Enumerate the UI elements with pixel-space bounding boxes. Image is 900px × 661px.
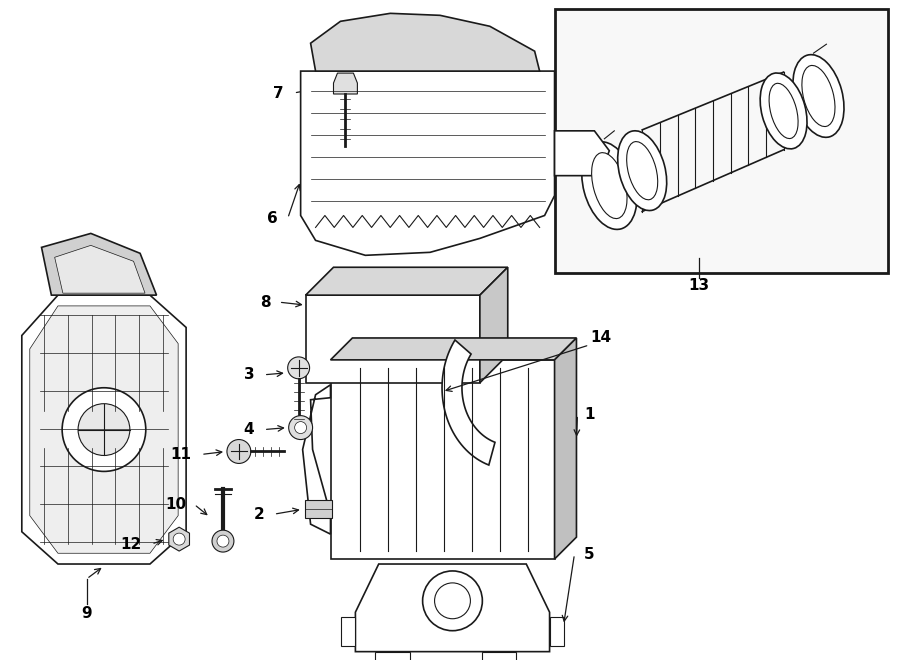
Bar <box>330 360 554 559</box>
Polygon shape <box>480 267 508 383</box>
Ellipse shape <box>802 65 835 126</box>
Ellipse shape <box>760 73 807 149</box>
Polygon shape <box>356 564 550 652</box>
Circle shape <box>62 388 146 471</box>
Bar <box>304 500 332 518</box>
Text: 1: 1 <box>584 407 595 422</box>
Polygon shape <box>41 233 157 295</box>
Polygon shape <box>302 385 330 534</box>
Ellipse shape <box>770 83 798 139</box>
Polygon shape <box>330 338 577 360</box>
Bar <box>554 9 888 273</box>
Text: 13: 13 <box>688 278 709 293</box>
Polygon shape <box>22 295 186 564</box>
Bar <box>341 617 356 646</box>
Bar <box>550 617 563 646</box>
Bar <box>306 295 480 383</box>
Ellipse shape <box>617 131 667 211</box>
Circle shape <box>217 535 229 547</box>
Circle shape <box>423 571 482 631</box>
Text: 7: 7 <box>274 85 284 100</box>
Bar <box>482 652 517 661</box>
Circle shape <box>227 440 251 463</box>
Text: 11: 11 <box>171 447 192 462</box>
Text: 3: 3 <box>244 368 254 382</box>
Circle shape <box>294 422 307 434</box>
Circle shape <box>288 357 310 379</box>
Polygon shape <box>306 267 508 295</box>
Text: 4: 4 <box>244 422 254 437</box>
Polygon shape <box>554 131 609 176</box>
Polygon shape <box>334 73 357 94</box>
Text: 5: 5 <box>584 547 595 562</box>
Ellipse shape <box>591 153 627 219</box>
Text: 9: 9 <box>81 606 92 621</box>
Bar <box>374 652 410 661</box>
Ellipse shape <box>793 55 844 137</box>
Text: 10: 10 <box>166 497 186 512</box>
Polygon shape <box>310 13 540 71</box>
Text: 2: 2 <box>254 507 265 522</box>
Polygon shape <box>55 245 145 293</box>
Polygon shape <box>301 71 554 255</box>
Polygon shape <box>30 306 178 553</box>
Polygon shape <box>169 527 190 551</box>
Circle shape <box>78 404 130 455</box>
Polygon shape <box>554 338 577 559</box>
Text: 12: 12 <box>121 537 142 551</box>
Text: 6: 6 <box>267 211 278 226</box>
Ellipse shape <box>581 142 637 229</box>
Circle shape <box>289 416 312 440</box>
Polygon shape <box>442 340 495 465</box>
Circle shape <box>435 583 471 619</box>
Circle shape <box>212 530 234 552</box>
Text: 8: 8 <box>260 295 271 309</box>
Circle shape <box>173 533 185 545</box>
Text: 14: 14 <box>590 330 612 346</box>
Ellipse shape <box>626 141 658 200</box>
